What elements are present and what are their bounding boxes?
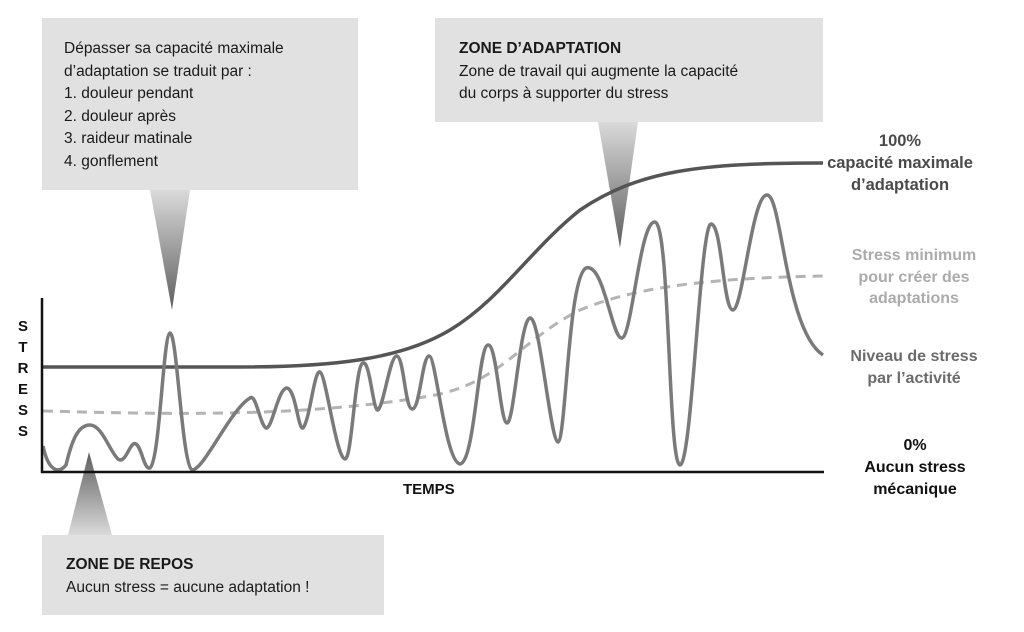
min-stress-label: Stress minimum pour créer des adaptation… xyxy=(835,245,993,310)
rest-title: ZONE DE REPOS xyxy=(66,556,194,573)
overload-item: 3. raideur matinale xyxy=(64,130,193,147)
y-axis-letter: T xyxy=(18,339,28,356)
overload-callout: Dépasser sa capacité maximale d’adaptati… xyxy=(42,18,358,190)
max-capacity-label: 100% capacité maximale d’adaptation xyxy=(825,130,975,196)
zero-stress-label-line: mécanique xyxy=(873,481,957,498)
overload-item: 1. douleur pendant xyxy=(64,85,194,102)
adaptation-pointer xyxy=(598,122,638,248)
rest-pointer xyxy=(68,452,112,535)
adaptation-line: du corps à supporter du stress xyxy=(459,85,669,102)
y-axis-label: S T R E S S xyxy=(13,316,33,442)
y-axis-letter: S xyxy=(17,402,28,419)
overload-item: 2. douleur après xyxy=(64,107,177,125)
y-axis-letter: S xyxy=(17,423,28,440)
min-stress-label-line: Stress minimum xyxy=(851,247,977,264)
y-axis-letter: R xyxy=(17,360,29,377)
max-capacity-label-line: capacité maximale xyxy=(827,154,973,172)
activity-stress-label-line: Niveau de stress xyxy=(850,348,978,365)
y-axis-letter: S xyxy=(17,318,28,335)
max-capacity-label-line: 100% xyxy=(878,132,922,150)
x-axis-label: TEMPS xyxy=(403,481,455,498)
overload-pointer xyxy=(150,190,190,310)
max-capacity-curve xyxy=(43,161,824,369)
min-stress-label-line: pour créer des xyxy=(858,268,970,286)
zero-stress-label: 0% Aucun stress mécanique xyxy=(845,435,985,501)
overload-intro-line: Dépasser sa capacité maximale xyxy=(64,40,284,57)
min-stress-label-line: adaptations xyxy=(869,290,959,307)
overload-item: 4. gonflement xyxy=(64,152,158,170)
rest-callout: ZONE DE REPOS Aucun stress = aucune adap… xyxy=(42,535,384,615)
adaptation-title: ZONE D’ADAPTATION xyxy=(459,40,622,57)
rest-text: Aucun stress = aucune adaptation ! xyxy=(66,578,310,596)
activity-stress-label-line: par l’activité xyxy=(867,369,961,387)
zero-stress-label-line: 0% xyxy=(903,437,927,454)
min-stress-curve xyxy=(42,274,824,415)
y-axis-letter: E xyxy=(17,381,28,398)
activity-stress-curve xyxy=(41,193,825,472)
adaptation-callout: ZONE D’ADAPTATION Zone de travail qui au… xyxy=(435,18,823,122)
adaptation-line: Zone de travail qui augmente la capacité xyxy=(459,62,739,80)
max-capacity-label-line: d’adaptation xyxy=(850,176,950,194)
overload-intro-line: d’adaptation se traduit par : xyxy=(64,62,252,80)
zero-stress-label-line: Aucun stress xyxy=(864,459,966,476)
activity-stress-label: Niveau de stress par l’activité xyxy=(834,346,994,389)
